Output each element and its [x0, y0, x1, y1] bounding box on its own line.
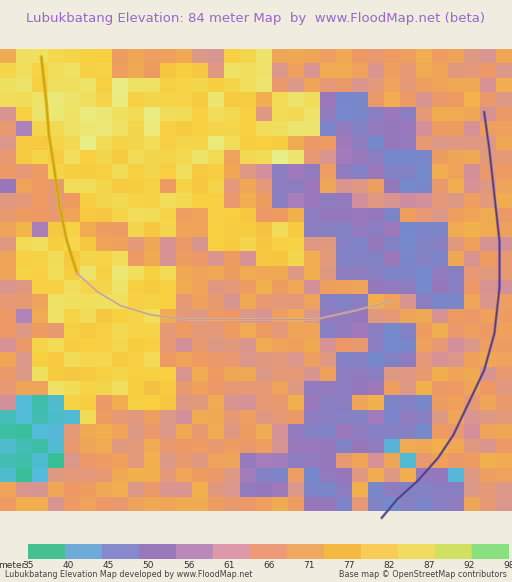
Text: 77: 77 [343, 560, 355, 570]
Bar [324, 544, 361, 559]
Text: Base map © OpenStreetMap contributors: Base map © OpenStreetMap contributors [339, 570, 507, 580]
Text: 92: 92 [464, 560, 475, 570]
Text: 71: 71 [303, 560, 315, 570]
Text: 40: 40 [62, 560, 74, 570]
Text: 66: 66 [263, 560, 274, 570]
Text: 45: 45 [103, 560, 114, 570]
Bar [287, 544, 324, 559]
Text: meter: meter [0, 560, 26, 570]
Text: Lubukbatang Elevation Map developed by www.FloodMap.net: Lubukbatang Elevation Map developed by w… [5, 570, 252, 580]
Text: 61: 61 [223, 560, 234, 570]
Bar [214, 544, 250, 559]
Text: 98: 98 [504, 560, 512, 570]
Bar [65, 544, 102, 559]
Bar [473, 544, 509, 559]
Bar [435, 544, 473, 559]
Text: 50: 50 [143, 560, 154, 570]
Bar [28, 544, 65, 559]
Text: 56: 56 [183, 560, 195, 570]
Text: Lubukbatang Elevation: 84 meter Map  by  www.FloodMap.net (beta): Lubukbatang Elevation: 84 meter Map by w… [27, 12, 485, 24]
Text: 82: 82 [383, 560, 395, 570]
Bar [250, 544, 287, 559]
Text: 35: 35 [23, 560, 34, 570]
Bar [398, 544, 435, 559]
Bar [361, 544, 398, 559]
Text: 87: 87 [423, 560, 435, 570]
Bar [176, 544, 214, 559]
Bar [139, 544, 176, 559]
Bar [102, 544, 139, 559]
